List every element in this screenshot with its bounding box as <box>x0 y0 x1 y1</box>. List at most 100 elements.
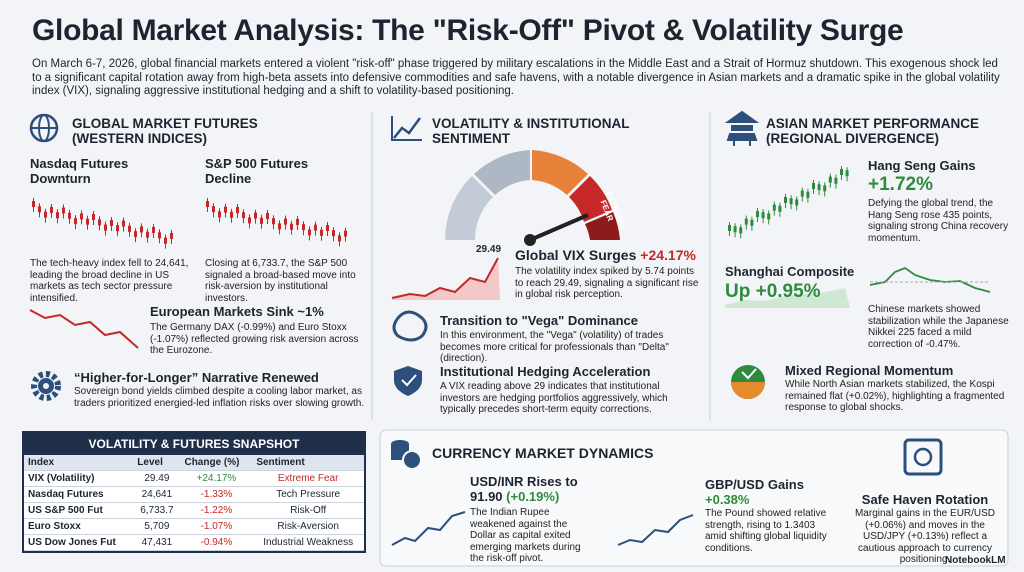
candle <box>344 230 347 237</box>
candle <box>302 224 305 231</box>
candle <box>56 212 59 219</box>
usdinr-change: (+0.19%) <box>506 489 560 504</box>
footer-brand: NotebookLM <box>945 555 1006 566</box>
card-body: Marginal gains in the EUR/USD (+0.06%) a… <box>854 508 996 565</box>
table-cell: US Dow Jones Fut <box>24 534 134 551</box>
table-cell: Industrial Weakness <box>252 534 364 551</box>
candle <box>146 231 149 238</box>
candle <box>68 212 71 219</box>
decorative-candles <box>32 166 849 249</box>
intro: On March 6-7, 2026, global financial mar… <box>32 58 1000 97</box>
candle <box>116 225 119 232</box>
card-title: Global VIX Surges +24.17% <box>515 248 696 263</box>
candle <box>784 197 787 203</box>
candle <box>338 235 341 242</box>
table-body: VIX (Volatility) 29.49 +24.17% Extreme Fear… <box>24 470 364 551</box>
card-body: Defying the global trend, the Hang Seng … <box>868 198 1009 244</box>
candle <box>806 191 810 198</box>
candle <box>254 212 257 219</box>
candle <box>284 218 287 225</box>
section-heading: ASIAN MARKET PERFORMANCE (REGIONAL DIVER… <box>766 116 980 146</box>
card-title: Hang Seng Gains <box>868 158 976 173</box>
table-cell: -0.94% <box>180 534 253 551</box>
candle <box>308 229 311 236</box>
candle <box>242 212 245 219</box>
card-title: Safe Haven Rotation <box>861 492 989 507</box>
card-title: GBP/USD Gains <box>705 477 804 492</box>
candle <box>80 213 83 220</box>
table-cell: Tech Pressure <box>252 486 364 503</box>
candle <box>750 219 754 226</box>
candle <box>164 237 167 244</box>
table-cell: -1.33% <box>180 486 253 503</box>
table-row: US S&P 500 Fut 6,733.7 -1.22% Risk-Off <box>24 502 364 519</box>
candle <box>110 219 113 226</box>
table-cell: 24,641 <box>133 486 181 503</box>
card-title: S&P 500 Futures Decline <box>205 156 309 186</box>
table-cell: Euro Stoxx <box>24 518 134 535</box>
card-title: “Higher-for-Longer” Narrative Renewed <box>74 370 319 385</box>
candle <box>122 220 125 227</box>
candle <box>50 206 53 213</box>
table-cell: Risk-Aversion <box>252 518 364 535</box>
table: Index Level Change (%) Sentiment VIX (Volati… <box>24 455 364 551</box>
candle <box>744 218 748 225</box>
card-body: The Germany DAX (-0.99%) and Euro Stoxx … <box>150 322 359 356</box>
candle <box>158 232 161 239</box>
card-title: Institutional Hedging Acceleration <box>440 364 651 379</box>
card-body: While North Asian markets stabilized, th… <box>785 379 1005 413</box>
candle <box>104 224 107 231</box>
card-body: The Pound showed relative strength, risi… <box>705 508 827 554</box>
card-body: The Indian Rupee weakened against the Do… <box>470 507 581 564</box>
candle <box>128 225 131 232</box>
column-header: Index <box>24 455 134 471</box>
candle <box>266 213 269 219</box>
candle <box>230 211 233 218</box>
candle <box>314 224 317 231</box>
card-title: Nasdaq Futures Downturn <box>30 156 129 186</box>
card-title: USD/INR Rises to 91.90 (+0.19%) <box>470 474 600 504</box>
candle <box>236 207 239 213</box>
usdinr-title: USD/INR Rises to 91.90 <box>470 474 578 504</box>
table-cell: VIX (Volatility) <box>24 470 134 487</box>
table-row: VIX (Volatility) 29.49 +24.17% Extreme Fear <box>24 470 364 487</box>
card-body: In this environment, the "Vega" (volatil… <box>440 330 669 364</box>
card-body: The volatility index spiked by 5.74 poin… <box>515 266 699 300</box>
vix-change: +24.17% <box>640 247 696 263</box>
candle <box>845 170 849 177</box>
candle <box>767 213 771 220</box>
card-body: Chinese markets showed stabilization whi… <box>868 304 1009 350</box>
candle <box>212 206 215 213</box>
card-title: Mixed Regional Momentum <box>785 363 954 378</box>
table-cell: Risk-Off <box>252 502 364 519</box>
section-heading: VOLATILITY & INSTITUTIONAL SENTIMENT <box>432 116 630 146</box>
candle <box>248 217 251 224</box>
candle <box>761 212 765 219</box>
candle <box>134 231 137 238</box>
candle <box>92 214 95 220</box>
candle <box>38 206 41 213</box>
candle <box>296 219 299 225</box>
candle <box>74 218 77 225</box>
candle <box>320 229 323 236</box>
chart-label: 29.49 <box>476 244 502 255</box>
candle <box>278 223 281 230</box>
column-header: Level <box>133 455 181 471</box>
section-heading: CURRENCY MARKET DYNAMICS <box>432 445 654 461</box>
candle <box>789 198 793 205</box>
table-row: Nasdaq Futures 24,641 -1.33% Tech Pressure <box>24 486 364 503</box>
candle <box>778 205 782 212</box>
candle <box>290 223 293 230</box>
candle <box>44 211 47 218</box>
card-title: Transition to "Vega" Dominance <box>440 313 638 328</box>
candle <box>326 225 329 231</box>
card-value: Up +0.95% <box>725 281 821 302</box>
candle <box>800 190 804 197</box>
column-header: Change (%) <box>180 455 253 471</box>
table-cell: -1.07% <box>180 518 253 535</box>
candle <box>86 218 89 225</box>
candle <box>812 183 815 189</box>
candle <box>823 185 827 192</box>
